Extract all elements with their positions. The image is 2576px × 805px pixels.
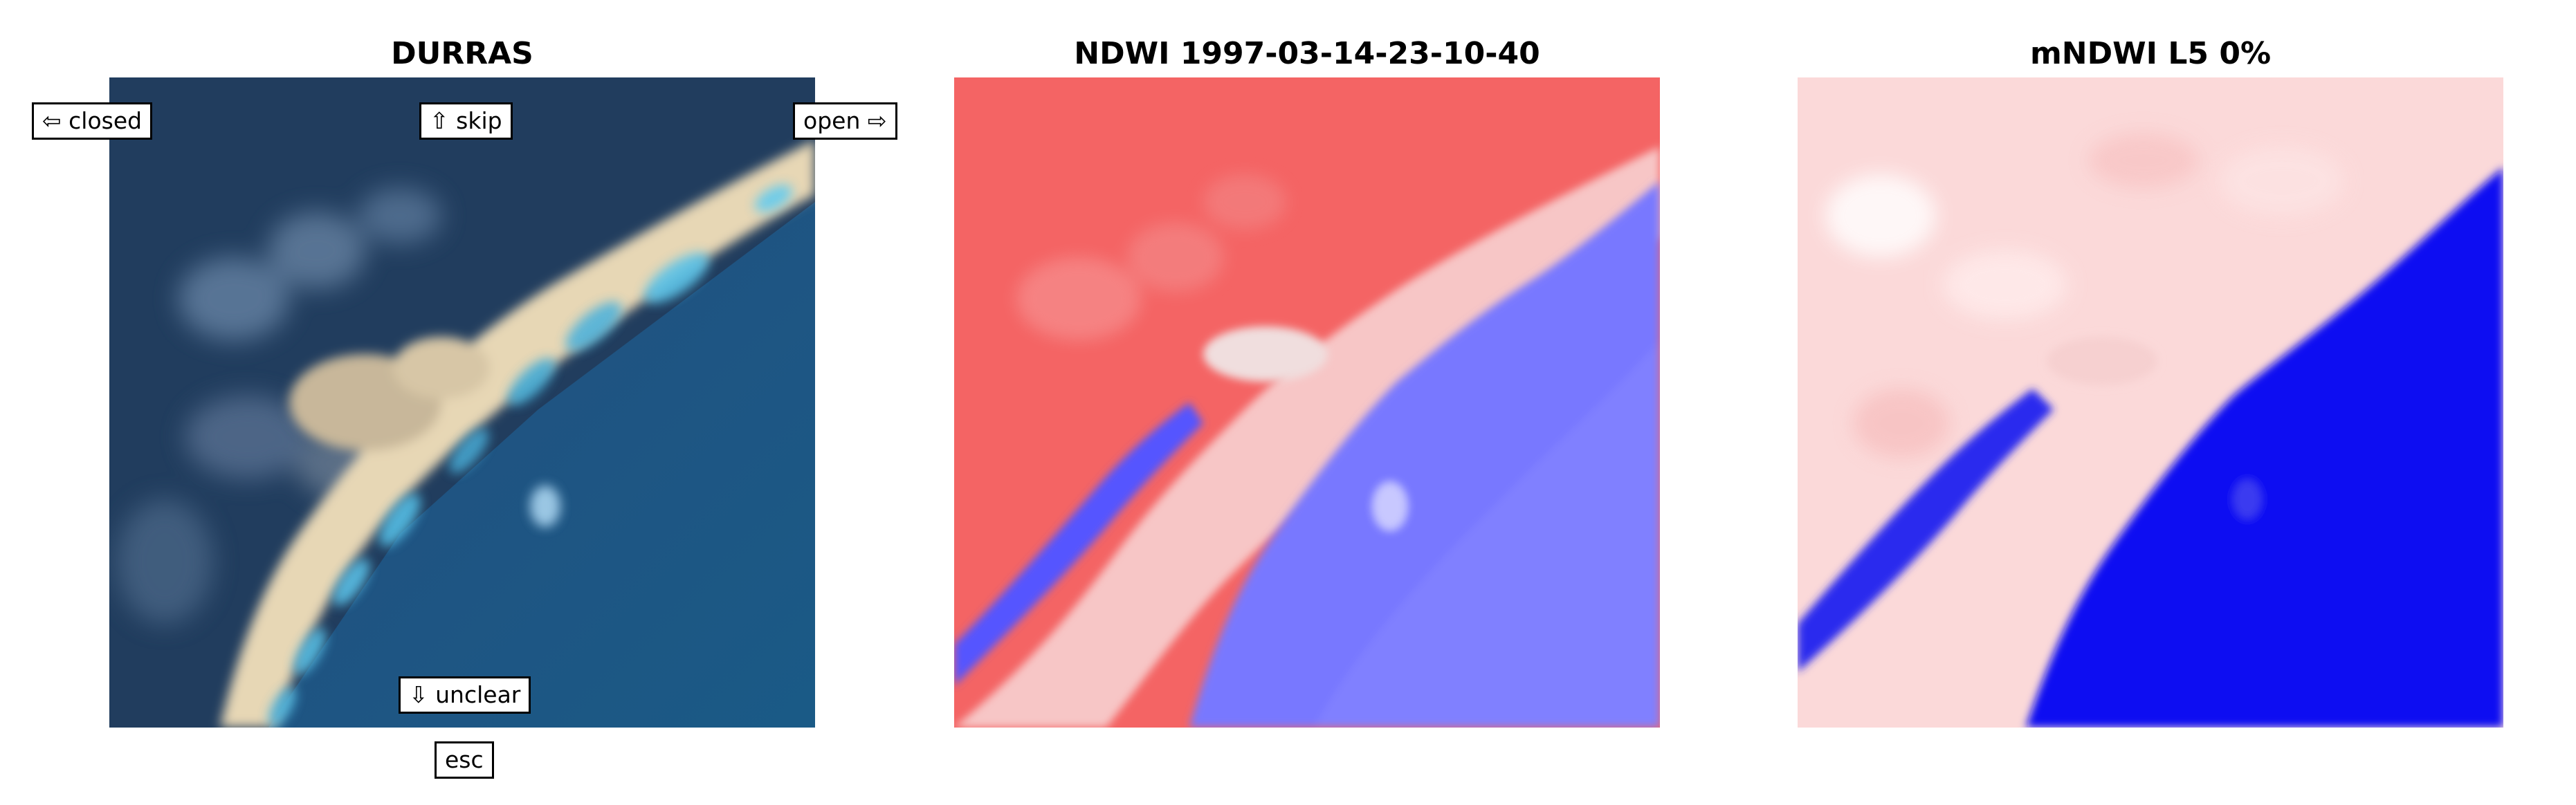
panel-title-rgb: DURRAS [391,36,533,71]
ndwi-image [954,77,1660,728]
unclear-key-button[interactable]: ⇩ unclear [399,676,531,714]
skip-key-button[interactable]: ⇧ skip [419,102,513,140]
closed-key-button[interactable]: ⇦ closed [32,102,153,140]
rgb-satellite-image [109,77,815,728]
panel-title-mndwi: mNDWI L5 0% [2029,36,2272,71]
esc-key-button[interactable]: esc [435,741,494,779]
mndwi-image [1798,77,2503,728]
open-key-button[interactable]: open ⇨ [793,102,897,140]
panel-title-ndwi: NDWI 1997-03-14-23-10-40 [1074,36,1540,71]
